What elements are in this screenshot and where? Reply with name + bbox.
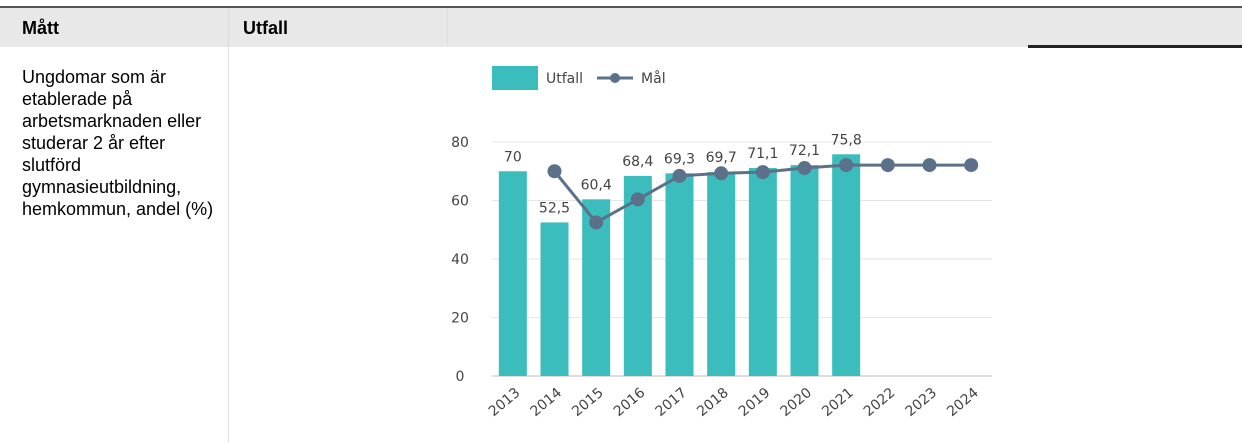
line-marker [589,215,604,230]
header-cell: Mått [22,18,59,38]
bar [748,168,777,376]
legend-label: Mål [641,70,666,87]
y-tick-label: 40 [451,252,469,268]
row-label: Ungdomar som är etablerade på arbetsmark… [22,67,214,219]
y-tick-label: 60 [451,194,469,210]
table-header: Mått Utfall [0,6,1242,47]
data-label: 69,7 [706,150,737,166]
line-marker [880,158,895,173]
legend-swatch [492,66,538,90]
y-tick-label: 0 [456,369,465,385]
x-tick-label: 2021 [819,385,857,420]
legend-marker [610,73,621,83]
line-marker [714,166,729,181]
x-tick-label: 2024 [944,385,982,420]
bar [623,175,652,376]
x-tick-label: 2020 [777,385,815,420]
bar [832,154,861,376]
rule [1028,45,1242,48]
data-label: 71,1 [747,146,778,162]
legend-label: Utfall [546,71,583,87]
x-tick-label: 2016 [611,385,649,420]
line-marker [964,158,979,173]
data-label: 75,8 [831,132,862,148]
bar [498,171,527,376]
x-tick-label: 2013 [486,385,524,420]
data-label: 68,4 [622,154,653,170]
line-marker [672,168,687,183]
x-tick-label: 2015 [569,385,607,420]
line-marker [839,158,854,173]
column-divider [228,8,229,442]
column-divider [447,8,448,45]
data-label: 72,1 [789,143,820,159]
line-marker [630,192,645,207]
y-tick-label: 20 [451,311,469,327]
bar [707,172,736,376]
line-marker [922,158,937,173]
header-cell: Utfall [243,18,288,38]
data-label: 60,4 [581,177,612,193]
x-tick-label: 2017 [652,385,690,420]
x-tick-label: 2023 [902,385,940,420]
y-tick-label: 80 [451,135,469,151]
x-tick-label: 2018 [694,385,732,420]
data-label: 52,5 [539,200,570,216]
line-marker [547,164,562,179]
x-tick-label: 2022 [861,385,899,420]
line-marker [755,165,770,180]
data-label: 70 [504,149,522,165]
x-tick-label: 2014 [527,385,565,420]
line-marker [797,161,812,176]
bar [540,222,569,376]
x-tick-label: 2019 [736,385,774,420]
bar [790,165,819,376]
bar [665,173,694,376]
data-label: 69,3 [664,151,695,167]
